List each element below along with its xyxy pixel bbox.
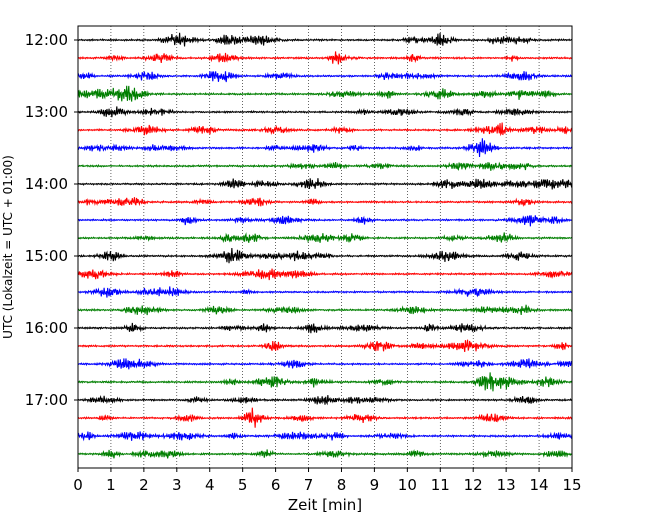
y-tick-label: 12:00 xyxy=(25,31,68,49)
seismic-trace-1615 xyxy=(77,339,573,353)
y-axis: 12:00 13:00 14:00 15:00 16:00 17:00 xyxy=(25,31,78,409)
seismic-trace-1245 xyxy=(77,85,573,102)
y-tick-label: 17:00 xyxy=(25,391,68,409)
seismic-trace-1430 xyxy=(77,215,573,227)
seismic-trace-1530 xyxy=(77,286,573,298)
seismic-trace-1215 xyxy=(77,51,573,65)
seismic-trace-1345 xyxy=(77,161,573,171)
x-axis-label: Zeit [min] xyxy=(288,496,362,514)
y-axis-label: UTC (Lokalzeit = UTC + 01:00) xyxy=(1,155,15,339)
x-tick-label: 4 xyxy=(205,476,215,494)
y-tick-label: 13:00 xyxy=(25,103,68,121)
seismic-trace-1445 xyxy=(77,232,573,244)
x-tick-label: 11 xyxy=(431,476,450,494)
seismic-trace-1230 xyxy=(77,71,573,83)
x-tick-label: 7 xyxy=(304,476,314,494)
x-tick-label: 5 xyxy=(238,476,248,494)
seismic-trace-1300 xyxy=(77,106,573,118)
seismic-trace-1200 xyxy=(77,32,573,47)
y-tick-label: 15:00 xyxy=(25,247,68,265)
seismic-trace-1545 xyxy=(77,304,573,316)
x-tick-label: 9 xyxy=(370,476,380,494)
seismic-trace-1500 xyxy=(77,248,573,264)
x-tick-label: 14 xyxy=(530,476,549,494)
seismic-trace-1700 xyxy=(77,395,573,406)
x-tick-label: 10 xyxy=(398,476,417,494)
seismic-trace-1415 xyxy=(77,197,573,207)
seismic-trace-1515 xyxy=(77,268,573,281)
trace-layer xyxy=(77,32,573,459)
x-tick-label: 2 xyxy=(139,476,149,494)
x-tick-label: 1 xyxy=(106,476,116,494)
y-tick-label: 14:00 xyxy=(25,175,68,193)
plot-frame xyxy=(77,25,573,469)
seismic-trace-1630 xyxy=(77,358,573,370)
seismic-trace-1600 xyxy=(77,322,573,334)
x-tick-label: 3 xyxy=(172,476,182,494)
x-tick-label: 15 xyxy=(562,476,581,494)
seismic-trace-1400 xyxy=(77,178,573,190)
x-tick-label: 6 xyxy=(271,476,281,494)
x-tick-label: 0 xyxy=(73,476,83,494)
seismic-trace-1645 xyxy=(77,372,573,392)
seismic-trace-1730 xyxy=(77,431,573,442)
x-tick-label: 12 xyxy=(464,476,483,494)
y-tick-label: 16:00 xyxy=(25,319,68,337)
seismic-trace-1715 xyxy=(77,407,573,428)
seismic-trace-1330 xyxy=(77,138,573,158)
seismic-trace-1315 xyxy=(77,122,573,137)
x-tick-label: 13 xyxy=(497,476,516,494)
seismic-trace-1745 xyxy=(77,449,573,459)
x-tick-label: 8 xyxy=(337,476,347,494)
x-axis: 0 1 2 3 4 5 6 7 8 9 10 11 12 13 14 15 xyxy=(73,468,582,494)
